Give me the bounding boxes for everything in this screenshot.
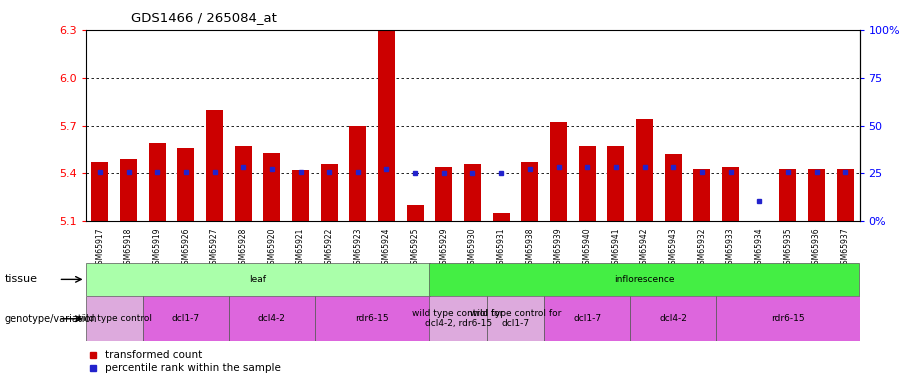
Text: wild type control for
dcl4-2, rdr6-15: wild type control for dcl4-2, rdr6-15 (412, 309, 504, 328)
Text: dcl4-2: dcl4-2 (659, 314, 687, 323)
Bar (779, 169, 796, 221)
Bar (837, 169, 854, 221)
Bar (263, 153, 281, 221)
Text: dcl1-7: dcl1-7 (573, 314, 601, 323)
Text: GDS1466 / 265084_at: GDS1466 / 265084_at (130, 11, 276, 24)
Bar (86, 296, 143, 341)
Text: genotype/variation: genotype/variation (4, 314, 97, 324)
Bar (716, 296, 860, 341)
Bar (120, 159, 137, 221)
Bar (292, 170, 309, 221)
Text: dcl4-2: dcl4-2 (258, 314, 286, 323)
Bar (148, 143, 166, 221)
Bar (608, 146, 625, 221)
Bar (492, 213, 509, 221)
Bar (429, 262, 860, 296)
Bar (320, 164, 338, 221)
Text: leaf: leaf (249, 275, 266, 284)
Text: wild type control for
dcl1-7: wild type control for dcl1-7 (470, 309, 562, 328)
Text: percentile rank within the sample: percentile rank within the sample (104, 363, 281, 374)
Bar (579, 146, 596, 221)
Bar (722, 167, 739, 221)
Bar (544, 296, 630, 341)
Bar (407, 205, 424, 221)
Bar (487, 296, 544, 341)
Bar (206, 110, 223, 221)
Bar (177, 148, 194, 221)
Bar (229, 296, 315, 341)
Bar (521, 162, 538, 221)
Text: wild type control: wild type control (76, 314, 152, 323)
Bar (315, 296, 429, 341)
Bar (235, 146, 252, 221)
Text: transformed count: transformed count (104, 350, 202, 360)
Bar (143, 296, 229, 341)
Bar (378, 22, 395, 221)
Bar (630, 296, 716, 341)
Text: inflorescence: inflorescence (614, 275, 675, 284)
Bar (349, 126, 366, 221)
Bar (436, 167, 453, 221)
Bar (91, 162, 108, 221)
Bar (664, 154, 682, 221)
Bar (693, 169, 710, 221)
Bar (429, 296, 487, 341)
Bar (808, 169, 825, 221)
Bar (86, 262, 429, 296)
Bar (636, 119, 653, 221)
Bar (464, 164, 482, 221)
Text: rdr6-15: rdr6-15 (771, 314, 805, 323)
Text: rdr6-15: rdr6-15 (356, 314, 389, 323)
Bar (550, 122, 567, 221)
Text: dcl1-7: dcl1-7 (172, 314, 200, 323)
Text: tissue: tissue (4, 274, 38, 284)
